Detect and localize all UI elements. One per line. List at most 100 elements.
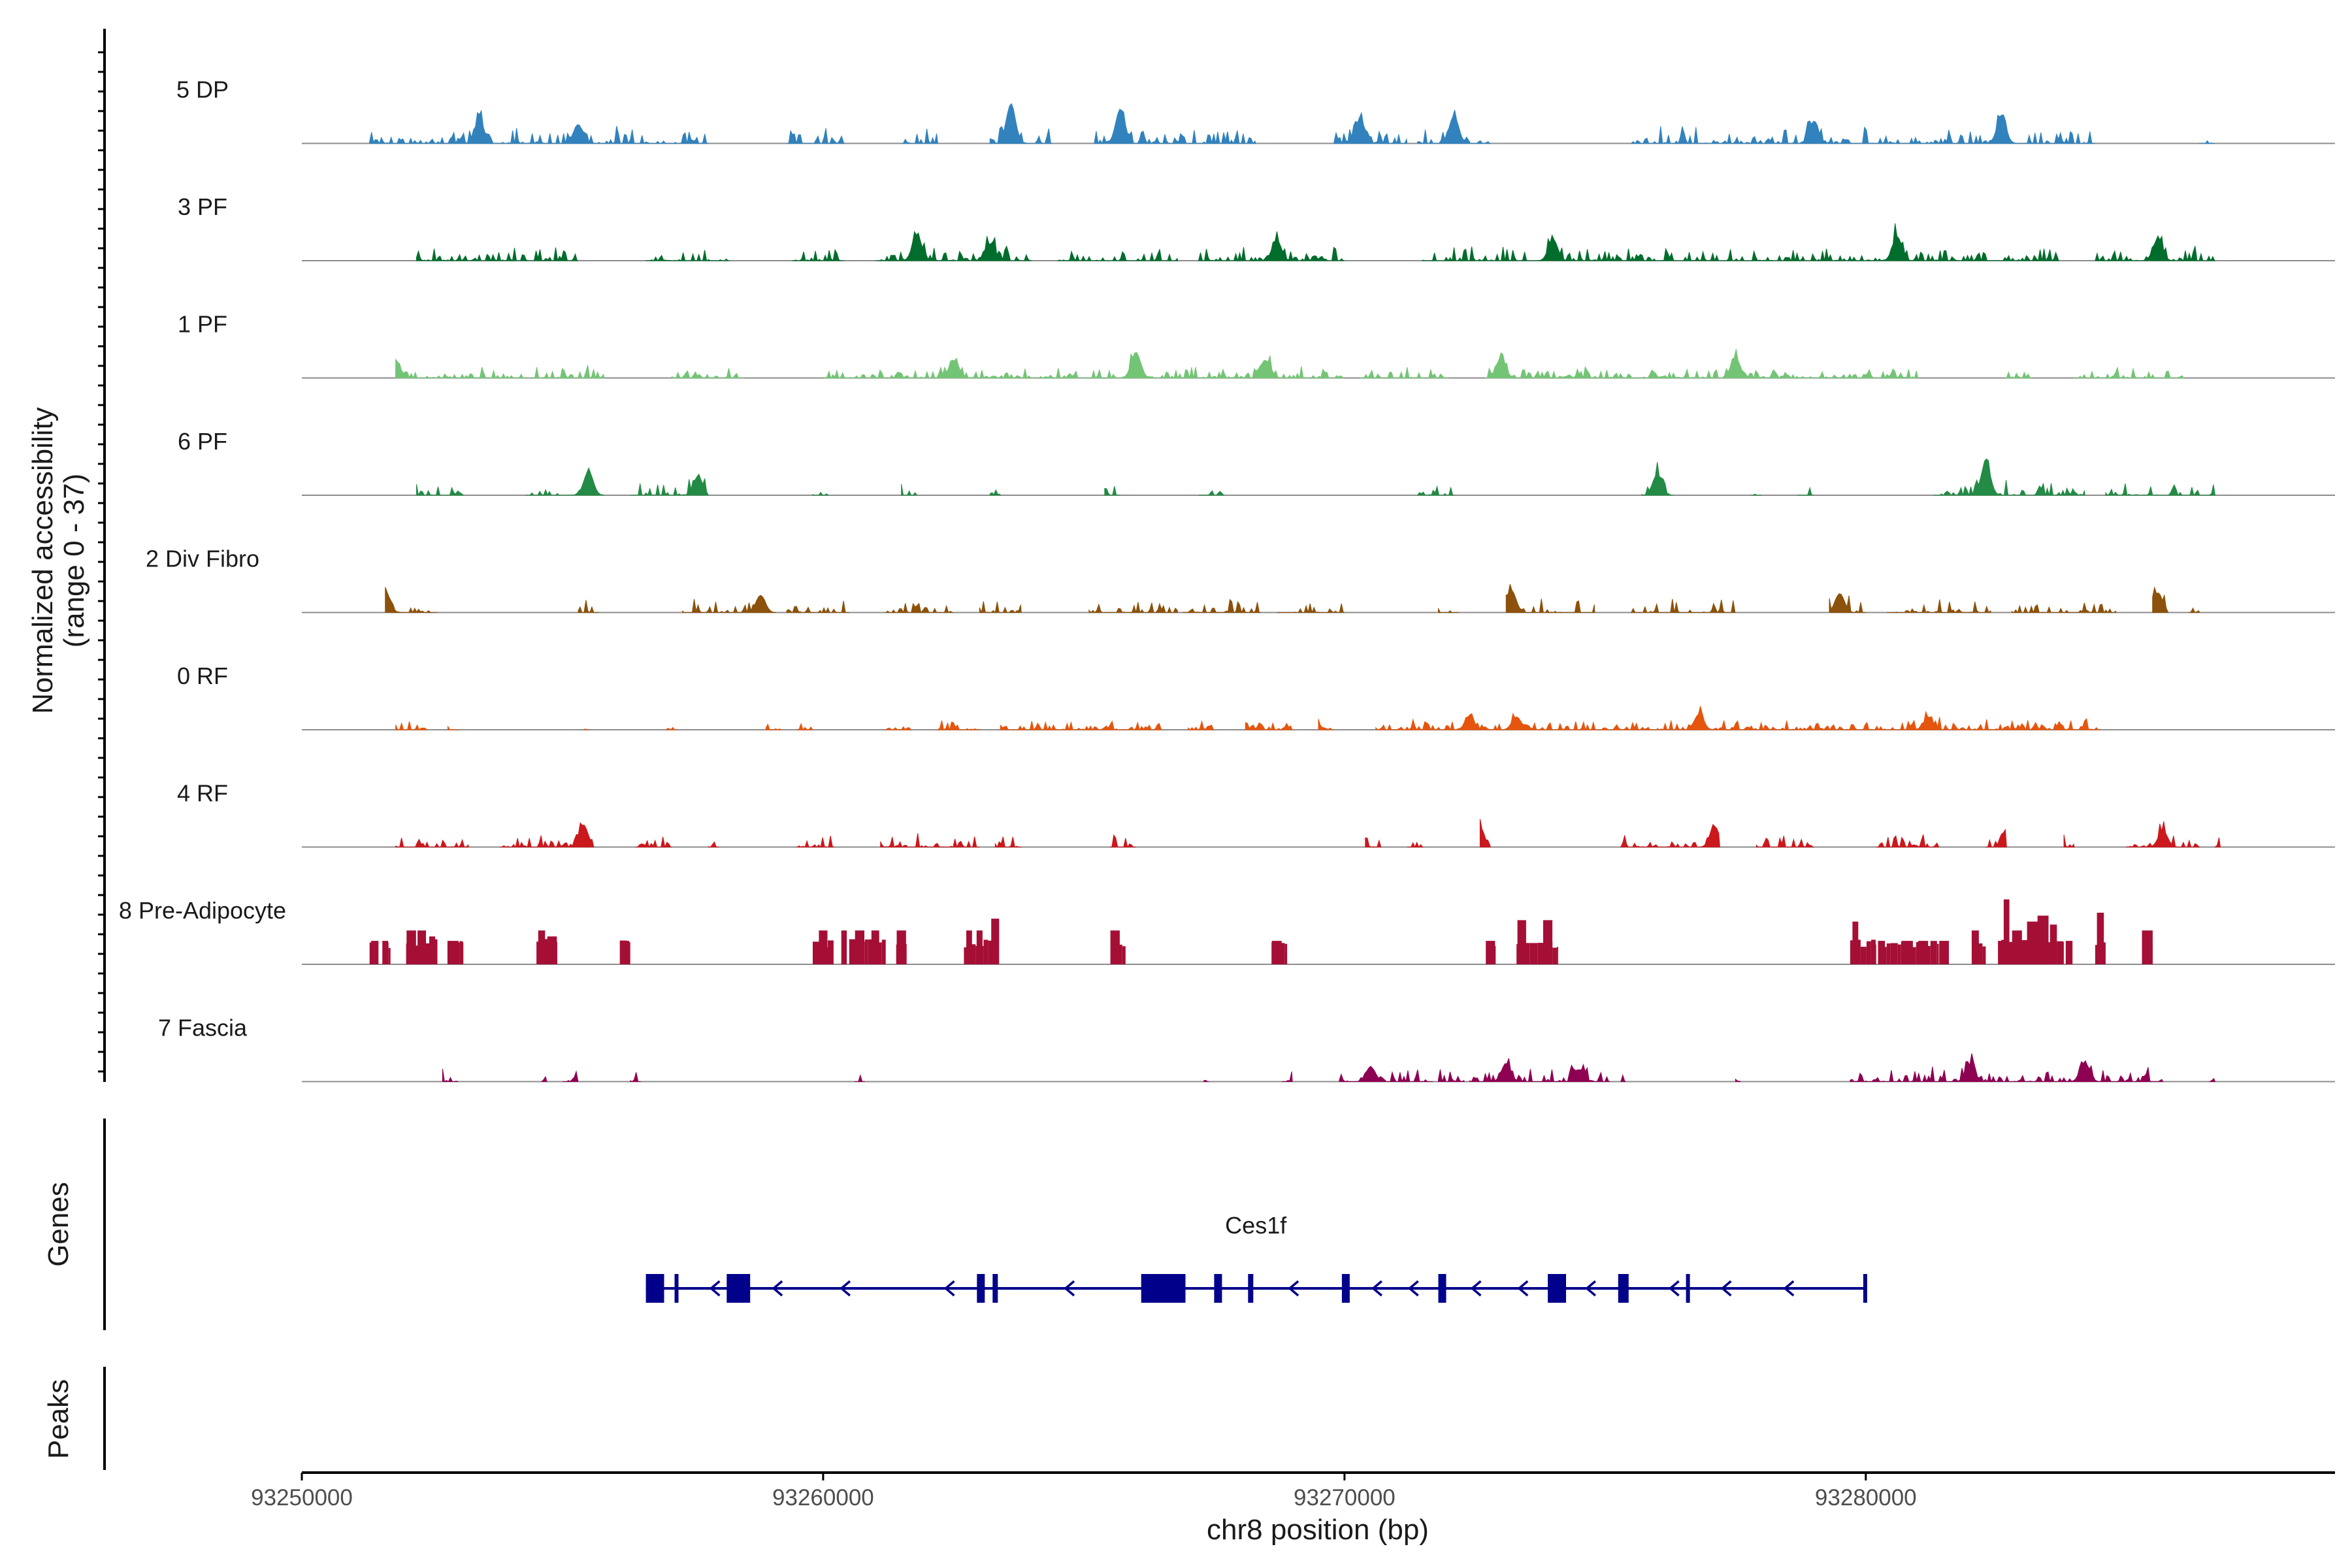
gene-exon bbox=[1248, 1274, 1254, 1303]
coverage-area bbox=[2126, 821, 2201, 848]
coverage-area bbox=[1000, 720, 1164, 731]
coverage-bar bbox=[1890, 943, 1898, 964]
track: 3 PF bbox=[178, 193, 2335, 262]
coverage-area bbox=[885, 726, 912, 730]
coverage-peak bbox=[1998, 941, 2005, 964]
y-axis bbox=[98, 29, 106, 1082]
coverage-peak bbox=[1902, 941, 1913, 964]
coverage-peak bbox=[2097, 913, 2104, 964]
coverage-bar bbox=[1925, 945, 1931, 964]
gene-exon bbox=[1618, 1274, 1629, 1303]
coverage-area bbox=[1505, 583, 1595, 613]
coverage-bar bbox=[828, 940, 834, 964]
coverage-area bbox=[1203, 1079, 1209, 1082]
track-label: 5 DP bbox=[176, 76, 229, 103]
coverage-area bbox=[2152, 586, 2169, 613]
coverage-area bbox=[1438, 1069, 1465, 1083]
coverage-peak bbox=[1939, 941, 1949, 964]
coverage-area bbox=[823, 351, 1345, 380]
coverage-area bbox=[2105, 483, 2216, 497]
coverage-area bbox=[563, 1070, 579, 1082]
coverage-bar bbox=[1910, 947, 1916, 964]
gene-strand-arrow bbox=[1470, 1280, 1482, 1297]
coverage-peak bbox=[1971, 930, 1979, 964]
coverage-area bbox=[416, 484, 465, 497]
gene-exon bbox=[1686, 1274, 1690, 1303]
coverage-bar bbox=[988, 940, 994, 964]
coverage-area bbox=[500, 822, 595, 849]
coverage-bar bbox=[1866, 941, 1871, 964]
coverage-peak bbox=[417, 930, 426, 964]
coverage-tracks: 5 DP 3 PF 1 PF 6 PF 2 Div Fibro 0 RF 4 RF 8 Pre… bbox=[119, 76, 2335, 1083]
track: 2 Div Fibro bbox=[146, 546, 2335, 614]
coverage-area bbox=[682, 595, 777, 613]
coverage-peak bbox=[2003, 899, 2010, 964]
coverage-area bbox=[583, 728, 589, 730]
coverage-area bbox=[2074, 366, 2185, 379]
coverage-area bbox=[672, 368, 745, 379]
gene-exon bbox=[1548, 1274, 1566, 1303]
track: 6 PF bbox=[178, 428, 2335, 497]
coverage-bar bbox=[972, 944, 976, 964]
track-label: 6 PF bbox=[178, 428, 227, 455]
coverage-peak bbox=[819, 930, 828, 964]
coverage-area bbox=[1375, 712, 1658, 731]
x-axis-label: chr8 position (bp) bbox=[1207, 1514, 1429, 1546]
gene-strand-arrow bbox=[1064, 1280, 1075, 1297]
coverage-area bbox=[2011, 602, 2117, 614]
gene-exon bbox=[674, 1274, 679, 1303]
coverage-peak bbox=[2012, 930, 2022, 964]
coverage-peak bbox=[1271, 941, 1282, 964]
coverage-area bbox=[447, 726, 459, 730]
coverage-area bbox=[1657, 706, 2100, 731]
coverage-peak bbox=[2065, 941, 2073, 964]
gene-exon bbox=[977, 1274, 985, 1303]
coverage-area bbox=[1318, 719, 1334, 730]
coverage-area bbox=[1057, 248, 1179, 262]
coverage-bar bbox=[388, 948, 391, 964]
coverage-area bbox=[989, 489, 1002, 496]
gene-strand-arrow bbox=[1517, 1280, 1529, 1297]
coverage-area bbox=[540, 1075, 547, 1082]
coverage-bar bbox=[813, 941, 819, 964]
gene-strand-arrow bbox=[772, 1280, 783, 1297]
coverage-peak bbox=[429, 936, 435, 964]
coverage-bar bbox=[1529, 943, 1538, 964]
coverage-area bbox=[994, 836, 1022, 848]
genes-panel-label: Genes bbox=[42, 1182, 74, 1267]
coverage-peak bbox=[871, 930, 879, 964]
gene-strand-arrow bbox=[1783, 1280, 1795, 1297]
track: 0 RF bbox=[177, 662, 2335, 731]
coverage-area bbox=[792, 248, 844, 262]
coverage-peak bbox=[382, 941, 388, 964]
coverage-area bbox=[1630, 598, 1736, 613]
coverage-area bbox=[1479, 819, 1491, 847]
coverage-peak bbox=[966, 930, 972, 964]
coverage-peak bbox=[2037, 915, 2049, 964]
coverage-area bbox=[708, 841, 719, 848]
coverage-area bbox=[901, 129, 939, 145]
track: 5 DP bbox=[176, 76, 2335, 145]
coverage-area bbox=[765, 723, 782, 730]
gene-exon bbox=[992, 1274, 998, 1303]
coverage-peak bbox=[406, 930, 416, 964]
coverage-area bbox=[630, 473, 710, 496]
x-tick-label: 93250000 bbox=[251, 1485, 353, 1511]
coverage-area bbox=[416, 247, 578, 262]
coverage-area bbox=[1829, 593, 1866, 613]
coverage-peak bbox=[371, 941, 379, 964]
coverage-peak bbox=[1543, 920, 1553, 964]
gene-panel: Ces1f bbox=[103, 1119, 1867, 1330]
coverage-peak bbox=[447, 941, 459, 964]
gene-strand-arrow bbox=[840, 1280, 851, 1297]
track-label: 7 Fascia bbox=[158, 1015, 248, 1041]
coverage-area bbox=[1360, 367, 1449, 379]
coverage-bar bbox=[459, 941, 463, 964]
gene-strand-arrow bbox=[1371, 1280, 1382, 1297]
coverage-area bbox=[1735, 1078, 1741, 1082]
coverage-area bbox=[1797, 486, 1814, 496]
coverage-area bbox=[2095, 235, 2215, 262]
gene-strand-arrow bbox=[1288, 1280, 1299, 1297]
coverage-area bbox=[1469, 1058, 1610, 1083]
coverage-bar bbox=[1850, 940, 1854, 964]
